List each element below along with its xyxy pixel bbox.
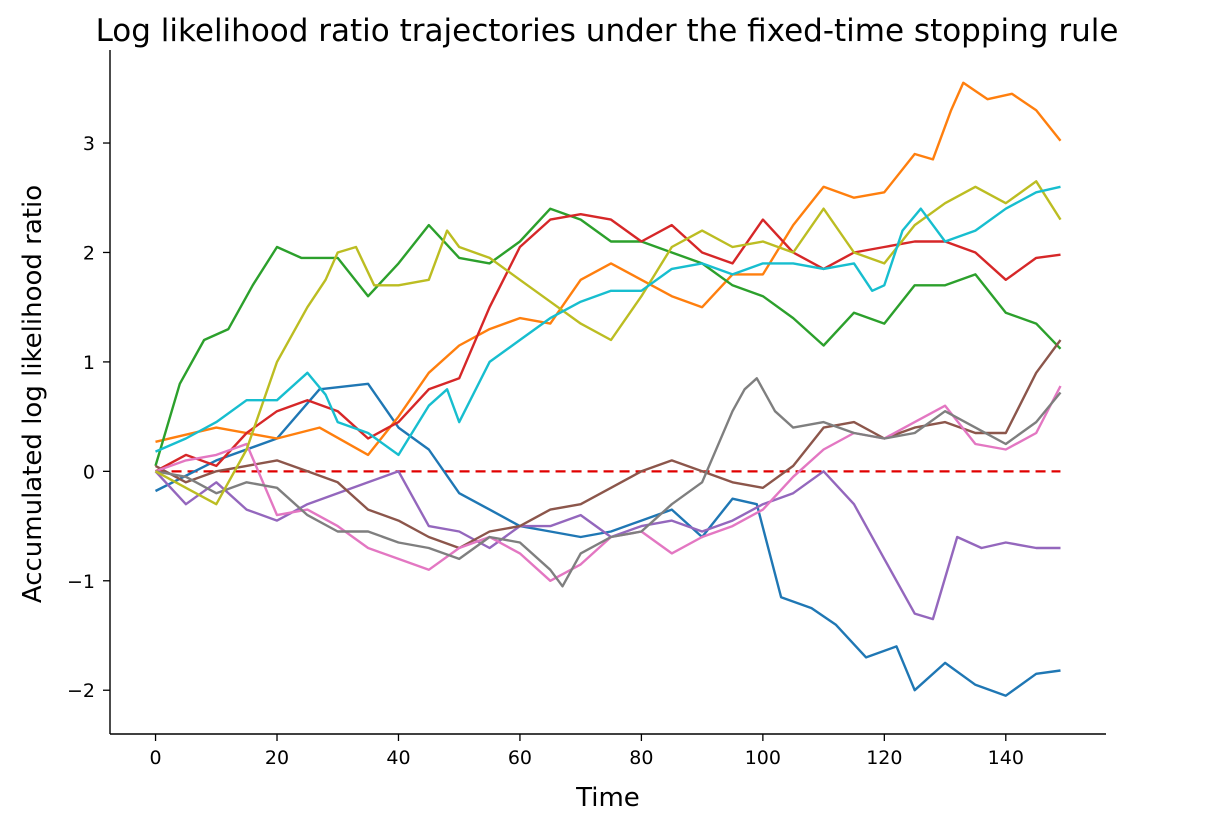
x-tick-label: 40 [386, 747, 410, 769]
series-line-5 [154, 470, 1061, 621]
bottom-axis: 0 20 40 60 80 100 120 140 [110, 733, 1106, 769]
y-tick-label: 0 [83, 461, 95, 483]
series-line-10 [155, 185, 1061, 457]
x-tick-label: 80 [629, 747, 653, 769]
y-tick-label: −1 [67, 571, 95, 593]
y-ticks: −2 −1 0 1 2 3 [67, 133, 110, 702]
series-line-4 [154, 212, 1061, 473]
x-axis-label: Time [575, 783, 640, 813]
x-tick-label: 20 [265, 747, 289, 769]
y-axis-label: Accumulated log likelihood ratio [18, 185, 48, 603]
chart-title: Log likelihood ratio trajectories under … [96, 13, 1119, 49]
series-line-6 [154, 339, 1062, 550]
y-tick-label: −2 [67, 680, 95, 702]
series-line-8 [155, 377, 1062, 588]
series-line-7 [155, 385, 1062, 582]
y-tick-label: 3 [83, 133, 95, 155]
series-line-3 [154, 207, 1062, 467]
x-ticks: 0 20 40 60 80 100 120 140 [150, 734, 1024, 769]
series-group [154, 81, 1062, 697]
plot-area [154, 81, 1062, 697]
series-line-9 [154, 180, 1062, 506]
series-line-1 [154, 382, 1061, 697]
x-tick-label: 100 [745, 747, 781, 769]
x-tick-label: 60 [508, 747, 532, 769]
series-line-2 [155, 81, 1062, 457]
y-tick-label: 2 [83, 242, 95, 264]
x-tick-label: 0 [150, 747, 162, 769]
y-tick-label: 1 [83, 352, 95, 374]
x-tick-label: 120 [866, 747, 902, 769]
left-axis: −2 −1 0 1 2 3 [67, 50, 111, 734]
x-tick-label: 140 [988, 747, 1024, 769]
